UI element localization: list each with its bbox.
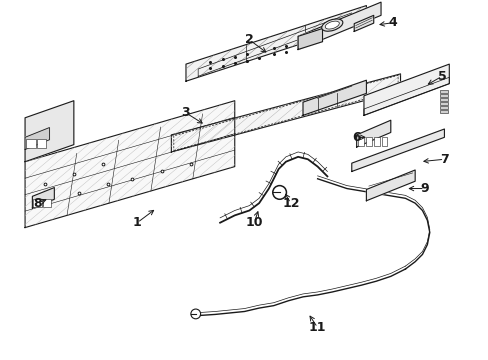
Bar <box>439 110 447 113</box>
Polygon shape <box>303 80 366 115</box>
Polygon shape <box>185 5 366 81</box>
Text: 7: 7 <box>439 153 448 166</box>
Bar <box>439 102 447 105</box>
Bar <box>439 98 447 101</box>
Text: 2: 2 <box>244 33 253 46</box>
Polygon shape <box>353 15 373 31</box>
Bar <box>365 137 371 145</box>
Text: 11: 11 <box>308 321 325 334</box>
Polygon shape <box>356 120 390 147</box>
Text: 4: 4 <box>388 16 397 29</box>
Polygon shape <box>351 129 444 171</box>
Bar <box>381 137 386 145</box>
Bar <box>37 139 45 148</box>
Polygon shape <box>298 28 322 49</box>
Polygon shape <box>366 170 414 201</box>
Polygon shape <box>363 64 448 115</box>
Text: 8: 8 <box>33 197 41 210</box>
Bar <box>439 106 447 109</box>
Text: 6: 6 <box>352 131 360 144</box>
Bar <box>33 199 42 207</box>
Bar <box>43 199 51 207</box>
Polygon shape <box>25 101 74 162</box>
Polygon shape <box>363 77 448 115</box>
Bar <box>439 94 447 97</box>
Ellipse shape <box>325 21 339 29</box>
Bar <box>439 90 447 93</box>
Bar <box>373 137 379 145</box>
Text: 10: 10 <box>245 216 263 229</box>
Text: 1: 1 <box>133 216 142 229</box>
Text: 3: 3 <box>182 107 190 120</box>
Polygon shape <box>298 2 380 49</box>
Text: 12: 12 <box>282 197 299 210</box>
Text: 5: 5 <box>437 70 446 83</box>
Polygon shape <box>32 188 54 208</box>
Bar <box>357 137 363 145</box>
Polygon shape <box>25 127 49 149</box>
Ellipse shape <box>321 19 342 31</box>
Polygon shape <box>171 74 400 152</box>
Bar <box>26 139 36 148</box>
Polygon shape <box>25 101 234 228</box>
Text: 9: 9 <box>420 182 428 195</box>
